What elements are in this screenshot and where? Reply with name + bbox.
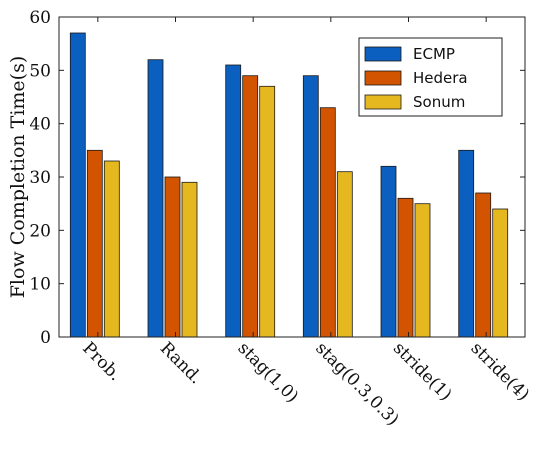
bar-ecmp-5 [458,149,475,338]
legend-swatch-ecmp [364,46,402,62]
bar-sonum-3 [336,171,353,338]
bar-hedera-3 [319,107,336,338]
bar-hedera-1 [164,176,181,338]
x-tick-label-1: Rand. [156,338,206,388]
bar-ecmp-1 [147,59,164,338]
bars-layer [69,32,509,338]
y-tick-label-1: 10 [29,275,51,295]
bar-ecmp-3 [302,75,319,338]
bar-ecmp-2 [225,64,242,338]
bar-hedera-4 [397,197,414,338]
legend-label-sonum: Sonum [413,93,465,111]
bar-sonum-0 [103,160,120,338]
x-tick-label-0: Prob. [78,338,125,385]
bar-ecmp-4 [380,165,397,338]
bar-hedera-0 [86,149,103,338]
legend-swatch-sonum [364,94,402,110]
bar-hedera-5 [475,192,492,338]
y-tick-label-6: 60 [29,8,51,28]
bar-sonum-4 [414,203,431,338]
bar-sonum-2 [259,85,276,338]
y-tick-label-3: 30 [29,168,51,188]
x-tick-label-5: stride(4) [467,338,534,405]
y-tick-label-0: 0 [40,328,51,348]
y-axis-label: Flow Completion Time(s) [7,56,29,299]
y-tick-label-5: 50 [29,61,51,81]
bar-ecmp-0 [69,32,86,338]
legend-label-ecmp: ECMP [413,45,455,63]
y-tick-label-4: 40 [29,115,51,135]
y-tick-label-2: 20 [29,221,51,241]
x-tick-label-2: stag(1,0) [234,338,303,407]
bar-sonum-1 [181,181,198,338]
legend: ECMP Hedera Sonum [358,37,503,117]
x-tick-label-4: stride(1) [389,338,456,405]
legend-swatch-hedera [364,70,402,86]
legend-label-hedera: Hedera [413,69,468,87]
bar-sonum-5 [492,208,509,338]
bar-hedera-2 [242,75,259,338]
